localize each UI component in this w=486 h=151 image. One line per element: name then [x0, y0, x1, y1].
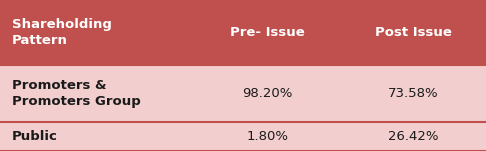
- Bar: [0, 65, 486, 122]
- Text: 1.80%: 1.80%: [246, 130, 288, 143]
- Text: Promoters &
Promoters Group: Promoters & Promoters Group: [12, 79, 141, 108]
- Bar: [0, 122, 486, 151]
- Bar: [0, 0, 486, 65]
- Text: Public: Public: [12, 130, 58, 143]
- Text: 73.58%: 73.58%: [388, 87, 438, 100]
- Text: Post Issue: Post Issue: [375, 26, 451, 39]
- Text: Pre- Issue: Pre- Issue: [230, 26, 305, 39]
- Text: Shareholding
Pattern: Shareholding Pattern: [12, 18, 112, 47]
- Text: 26.42%: 26.42%: [388, 130, 438, 143]
- Text: 98.20%: 98.20%: [242, 87, 293, 100]
